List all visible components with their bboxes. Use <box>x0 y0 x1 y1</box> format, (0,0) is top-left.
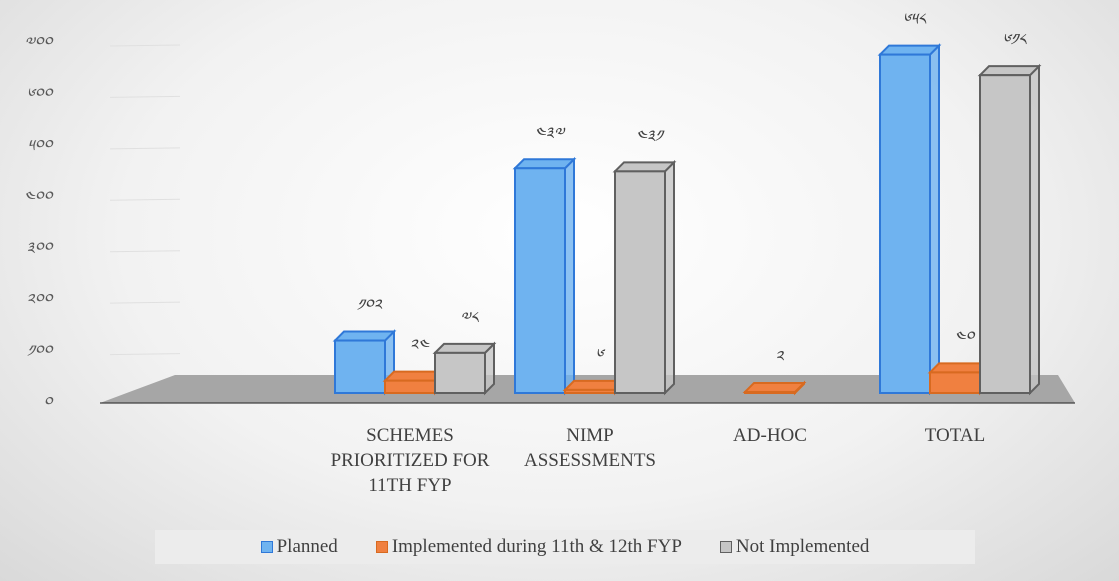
bar-front <box>929 371 981 394</box>
legend-label: Not Implemented <box>735 536 870 557</box>
legend-item: Not Implemented <box>719 536 870 558</box>
y-tick-label: ༤༠༠ <box>23 189 54 206</box>
bar-top <box>332 330 397 342</box>
bar-front <box>879 53 931 394</box>
bar <box>977 63 1042 396</box>
bar-side <box>664 159 675 396</box>
grid-line <box>109 95 181 98</box>
data-label: ༦ <box>595 347 606 364</box>
data-label: ༦༥༨ <box>902 12 926 29</box>
data-label: ༤༠ <box>954 329 976 346</box>
data-label: ༢༤ <box>409 338 429 355</box>
legend: Planned Implemented during 11th & 12th FY… <box>155 530 975 564</box>
bar-top <box>877 44 942 56</box>
legend-swatch <box>719 541 732 553</box>
legend-swatch <box>260 541 273 553</box>
y-tick-label: ༥༠༠ <box>27 138 54 155</box>
data-label: ༢ <box>775 349 785 366</box>
grid-line <box>109 147 181 150</box>
y-tick-label: ༦༠༠ <box>26 86 54 103</box>
bar <box>612 159 677 396</box>
data-label: ༦༡༨ <box>1002 32 1027 49</box>
bar-front <box>979 74 1031 395</box>
bar-top <box>432 342 497 354</box>
bar-top <box>977 65 1042 77</box>
legend-swatch <box>375 541 388 553</box>
grid-line <box>109 250 181 253</box>
bar <box>332 329 397 396</box>
x-tick-label: AD-HOC <box>733 425 807 446</box>
grid-line <box>109 198 181 201</box>
grid-line <box>109 44 181 47</box>
legend-label: Implemented during 11th & 12th FYP <box>391 536 682 557</box>
bar-top <box>612 161 677 173</box>
legend-label: Planned <box>276 536 338 557</box>
y-tick-label: ༠ <box>43 395 54 412</box>
y-tick-label: ༢༠༠ <box>26 292 54 309</box>
bar-front <box>744 390 796 395</box>
bar-front <box>434 351 486 394</box>
y-tick-label: ༣༠༠ <box>26 241 54 258</box>
bar-front <box>384 379 436 394</box>
bar-front <box>334 339 386 394</box>
bar-front <box>514 167 566 394</box>
data-label: ༤༣༡ <box>636 128 665 145</box>
bar-top <box>512 158 577 170</box>
x-tick-label: NIMP ASSESSMENTS <box>524 425 656 471</box>
bar-side <box>1029 63 1040 396</box>
bar-top <box>742 381 807 393</box>
bar-front <box>614 170 666 394</box>
bar <box>512 156 577 396</box>
x-tick-label: TOTAL <box>924 425 986 446</box>
bar-side <box>564 156 575 396</box>
data-label: ༤༣༧ <box>534 125 565 142</box>
bar <box>432 341 497 396</box>
legend-item: Implemented during 11th & 12th FYP <box>375 536 682 558</box>
bar <box>742 380 807 396</box>
grid-line <box>109 301 181 304</box>
y-tick-label: ༧༠༠ <box>24 35 54 52</box>
bar-front <box>564 388 616 394</box>
data-label: ༧༨ <box>460 310 479 327</box>
y-tick-label: ༡༠༠ <box>27 344 55 361</box>
bar <box>877 43 942 396</box>
legend-item: Planned <box>260 536 338 558</box>
bar-side <box>929 43 940 396</box>
grid-line <box>109 353 181 356</box>
data-label: ༡༠༢ <box>357 298 384 315</box>
x-tick-label: SCHEMES PRIORITIZED FOR 11TH FYP <box>330 425 490 496</box>
